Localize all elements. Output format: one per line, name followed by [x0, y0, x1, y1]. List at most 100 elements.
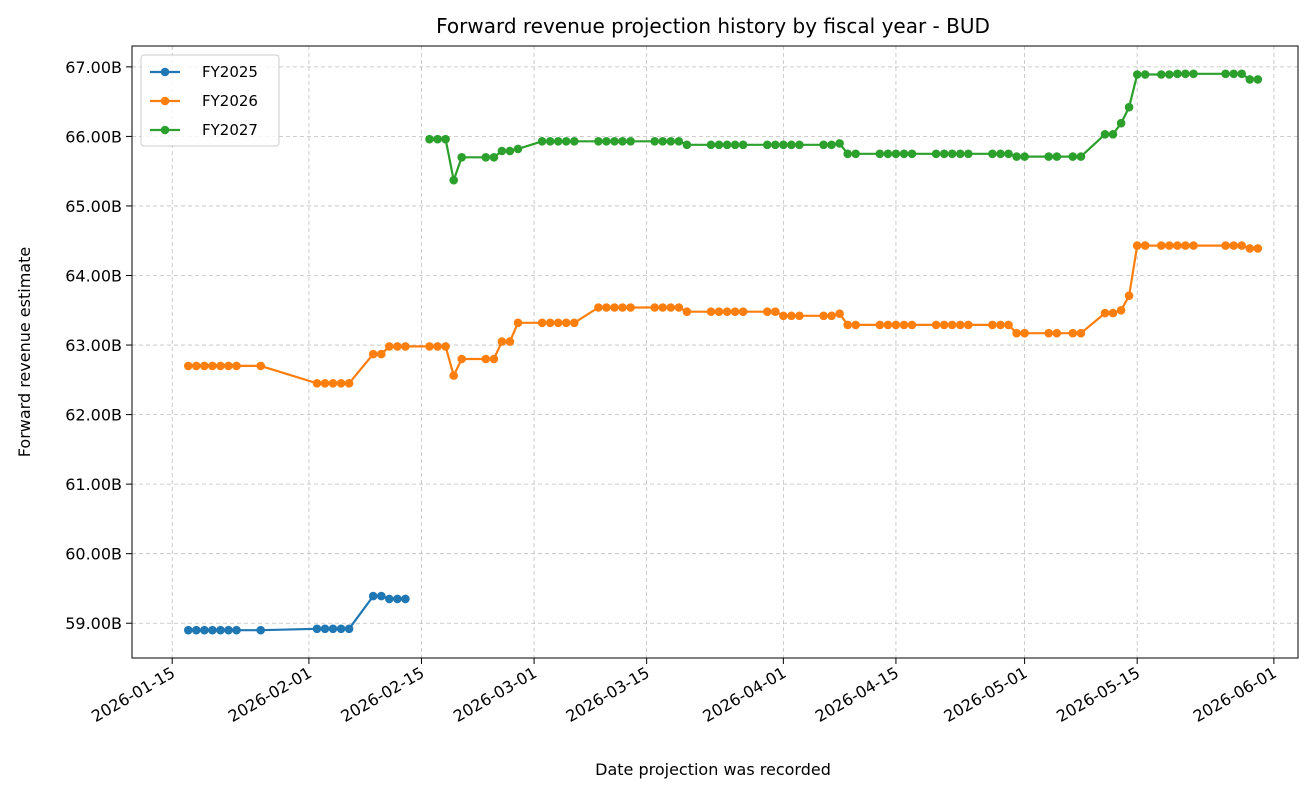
legend-label: FY2025 [202, 63, 258, 81]
data-point [393, 594, 402, 604]
data-point [996, 320, 1005, 330]
data-point [1100, 308, 1110, 318]
data-point [1140, 70, 1150, 79]
y-tick-label: 62.00B [65, 406, 122, 425]
y-tick-layer: 59.00B 60.00B 61.00B 62.00B 63.00B 64.00B 65.0… [65, 58, 132, 633]
data-point [497, 337, 507, 346]
data-point [537, 318, 547, 328]
data-point [433, 342, 442, 351]
data-point [835, 139, 844, 148]
data-point [328, 624, 338, 634]
data-point [505, 337, 515, 346]
data-point [232, 361, 241, 371]
data-point [763, 307, 772, 317]
data-point [312, 624, 322, 634]
data-point [795, 311, 804, 321]
data-point [1173, 69, 1182, 79]
data-point [658, 303, 667, 312]
data-point [312, 379, 322, 388]
data-point [1004, 149, 1013, 159]
data-point [184, 361, 193, 371]
legend-marker [160, 96, 170, 106]
data-point [200, 361, 209, 371]
data-point [1253, 244, 1263, 253]
data-point [232, 625, 241, 635]
data-point [956, 149, 965, 159]
data-point [457, 153, 467, 162]
data-point [570, 318, 579, 328]
data-point [907, 320, 917, 330]
data-point [208, 625, 217, 635]
data-point [907, 149, 917, 159]
data-point [939, 149, 949, 159]
series-fy2026 [184, 241, 1263, 388]
data-point [224, 625, 233, 635]
data-point [931, 320, 941, 330]
data-point [1076, 152, 1086, 161]
series-fy2025 [184, 591, 410, 635]
data-point [891, 320, 901, 330]
data-point [1076, 328, 1086, 338]
data-point [939, 320, 949, 330]
data-point [344, 624, 354, 634]
data-point [433, 134, 442, 144]
legend-label: FY2027 [202, 121, 258, 139]
y-axis-label: Forward revenue estimate [15, 247, 34, 457]
data-point [425, 342, 434, 351]
data-point [1189, 241, 1198, 250]
data-point [1052, 328, 1062, 338]
data-point [553, 318, 563, 328]
data-point [594, 137, 603, 146]
data-point [722, 307, 732, 317]
data-point [192, 625, 201, 635]
y-tick-label: 60.00B [65, 545, 122, 564]
data-point [449, 371, 459, 380]
data-point [216, 625, 225, 635]
data-point [714, 307, 724, 317]
series-layer [184, 69, 1263, 635]
data-point [1189, 69, 1198, 79]
data-point [1124, 291, 1134, 301]
y-tick-label: 67.00B [65, 58, 122, 77]
data-point [489, 354, 499, 364]
data-point [931, 149, 941, 159]
data-point [377, 591, 386, 601]
data-point [610, 303, 619, 312]
data-point [481, 153, 491, 162]
data-point [1068, 328, 1078, 338]
legend-item-fy2026: FY2026 [150, 92, 258, 110]
data-point [618, 137, 627, 146]
series-fy2027 [425, 69, 1263, 185]
data-point [666, 303, 676, 312]
data-point [385, 594, 394, 604]
data-point [1004, 320, 1013, 330]
data-point [320, 624, 330, 634]
data-point [964, 149, 973, 159]
x-axis-label: Date projection was recorded [595, 760, 831, 779]
data-point [658, 137, 667, 146]
data-point [875, 149, 885, 159]
data-point [899, 320, 909, 330]
data-point [224, 361, 233, 371]
data-point [738, 307, 748, 317]
data-point [192, 361, 201, 371]
data-point [1181, 69, 1190, 79]
data-point [1044, 328, 1053, 338]
data-point [513, 318, 523, 328]
data-point [1157, 70, 1166, 79]
data-point [835, 309, 844, 319]
data-point [393, 342, 402, 351]
data-point [674, 303, 684, 312]
data-point [875, 320, 885, 330]
data-point [449, 175, 459, 185]
y-tick-label: 63.00B [65, 336, 122, 355]
data-point [401, 342, 410, 351]
data-point [513, 144, 523, 154]
data-point [1140, 241, 1150, 250]
data-point [1245, 244, 1255, 253]
data-point [1052, 152, 1062, 161]
y-tick-label: 61.00B [65, 475, 122, 494]
y-tick-label: 59.00B [65, 614, 122, 633]
data-point [650, 137, 659, 146]
